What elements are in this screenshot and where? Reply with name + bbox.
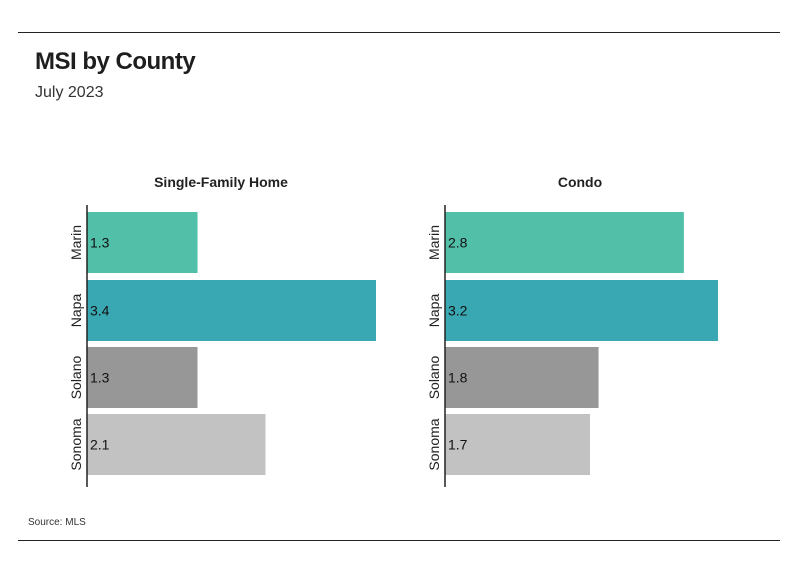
top-rule <box>18 32 780 33</box>
panel-title-1: Condo <box>558 174 602 190</box>
bar-sonoma-0 <box>87 414 266 475</box>
bar-napa-1 <box>445 280 718 341</box>
category-label-napa-0: Napa <box>68 294 84 328</box>
value-label-napa-0: 3.4 <box>90 303 110 319</box>
source-note: Source: MLS <box>28 517 86 528</box>
category-label-marin-1: Marin <box>426 225 442 260</box>
category-label-napa-1: Napa <box>426 294 442 328</box>
value-label-solano-0: 1.3 <box>90 370 110 386</box>
bar-napa-0 <box>87 280 376 341</box>
chart-subtitle: July 2023 <box>35 84 104 101</box>
category-label-solano-1: Solano <box>426 355 442 399</box>
bar-marin-1 <box>445 212 684 273</box>
bar-solano-1 <box>445 347 599 408</box>
category-label-solano-0: Solano <box>68 355 84 399</box>
category-label-sonoma-1: Sonoma <box>426 418 442 470</box>
category-label-sonoma-0: Sonoma <box>68 418 84 470</box>
bar-solano-0 <box>87 347 198 408</box>
chart-title: MSI by County <box>35 48 196 75</box>
value-label-solano-1: 1.8 <box>448 370 468 386</box>
value-label-napa-1: 3.2 <box>448 303 468 319</box>
bottom-rule <box>18 540 780 541</box>
category-label-marin-0: Marin <box>68 225 84 260</box>
value-label-marin-0: 1.3 <box>90 235 110 251</box>
value-label-sonoma-0: 2.1 <box>90 437 110 453</box>
bar-marin-0 <box>87 212 198 273</box>
panel-title-0: Single-Family Home <box>154 174 288 190</box>
value-label-sonoma-1: 1.7 <box>448 437 468 453</box>
bar-sonoma-1 <box>445 414 591 475</box>
value-label-marin-1: 2.8 <box>448 235 468 251</box>
